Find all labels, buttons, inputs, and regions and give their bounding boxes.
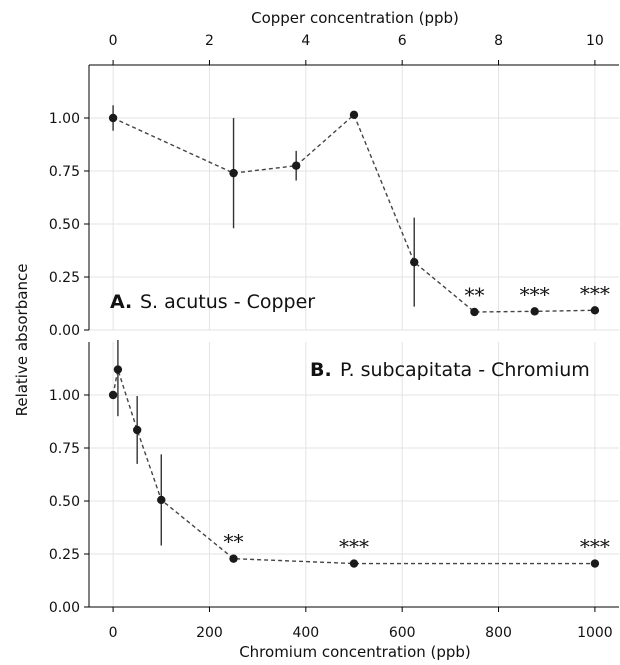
panel-b-data-point [349, 559, 359, 568]
panel-b-letter: B. [310, 359, 332, 381]
panel-a-xtick-label: 10 [586, 33, 604, 49]
panel-b-data-point [113, 365, 123, 374]
panel-a-ytick-label: 0.50 [49, 217, 80, 233]
panel-b-significance-marker: ** [224, 530, 244, 554]
panel-a-xtick-label: 4 [301, 33, 310, 49]
panel-a-significance-marker: *** [520, 282, 550, 306]
panel-a-ytick-label: 0.00 [49, 323, 80, 339]
panel-a-series: ** *** *** [108, 105, 610, 317]
panel-b-ytick-label: 0.00 [49, 600, 80, 616]
panel-a-ytick-label: 0.25 [49, 270, 80, 286]
x-axis-title-chromium: Chromium concentration (ppb) [239, 643, 471, 661]
panel-a-data-point [291, 161, 301, 170]
panel-b-data-point [108, 390, 118, 400]
panel-b-xtick-label: 200 [196, 625, 223, 641]
panel-b-chromium: 0.00 0.25 0.50 0.75 1.00 0 200 400 600 800 1000 **… [49, 340, 619, 661]
panel-b-series: ** *** *** [108, 340, 610, 568]
panel-a-gridlines [89, 65, 619, 331]
panel-b-significance-marker: *** [339, 535, 369, 559]
panel-b-data-point [132, 425, 142, 435]
panel-a-letter: A. [110, 291, 132, 313]
panel-b-ytick-label: 0.75 [49, 441, 80, 457]
panel-b-data-point [157, 495, 166, 505]
panel-a-ticks: 0.00 0.25 0.50 0.75 1.00 0 2 4 6 8 10 [49, 33, 604, 339]
panel-a-data-point [530, 307, 539, 316]
panel-b-ytick-label: 1.00 [49, 388, 80, 404]
panel-a-data-point [229, 168, 238, 178]
panel-a-xtick-label: 0 [109, 33, 118, 49]
panel-b-xtick-label: 800 [485, 625, 512, 641]
panel-b-ytick-label: 0.50 [49, 494, 80, 510]
panel-a-copper: 0.000.250.500.751.000 2 4 6 8 10 ** *** *** A. … [49, 9, 619, 339]
panel-b-data-point [590, 559, 600, 568]
panel-b-axes-frame [88, 342, 619, 608]
x-axis-title-copper: Copper concentration (ppb) [251, 9, 459, 27]
panel-b-xtick-label: 400 [292, 625, 319, 641]
panel-a-xtick-label: 6 [398, 33, 407, 49]
panel-a-title: S. acutus - Copper [140, 291, 315, 313]
panel-b-xtick-label: 0 [109, 625, 118, 641]
panel-b-ticks: 0.00 0.25 0.50 0.75 1.00 0 200 400 600 800 1000 [49, 388, 613, 641]
panel-b-significance-marker: *** [580, 535, 610, 559]
panel-a-significance-marker: ** [464, 283, 484, 307]
panel-a-xtick-label: 2 [205, 33, 214, 49]
panel-b-xtick-label: 600 [389, 625, 416, 641]
panel-a-series-line [112, 113, 595, 313]
panel-a-significance-marker: *** [580, 281, 610, 305]
panel-a-xtick-label: 8 [494, 33, 503, 49]
panel-a-ytick-label: 1.00 [49, 111, 80, 127]
panel-a-data-point [349, 110, 359, 120]
panel-a-data-point [590, 306, 600, 315]
panel-b-title: P. subcapitata - Chromium [340, 359, 590, 381]
panel-a-axes-frame [88, 64, 619, 330]
y-axis-title: Relative absorbance [13, 264, 31, 417]
panel-a-data-point [470, 307, 479, 317]
panel-b-ytick-label: 0.25 [49, 547, 80, 563]
panel-a-data-point [108, 113, 118, 123]
panel-a-ytick-label: 0.75 [49, 164, 80, 180]
panel-b-xtick-label: 1000 [577, 625, 613, 641]
panel-a-data-point [410, 257, 419, 267]
panel-b-data-point [229, 554, 238, 563]
